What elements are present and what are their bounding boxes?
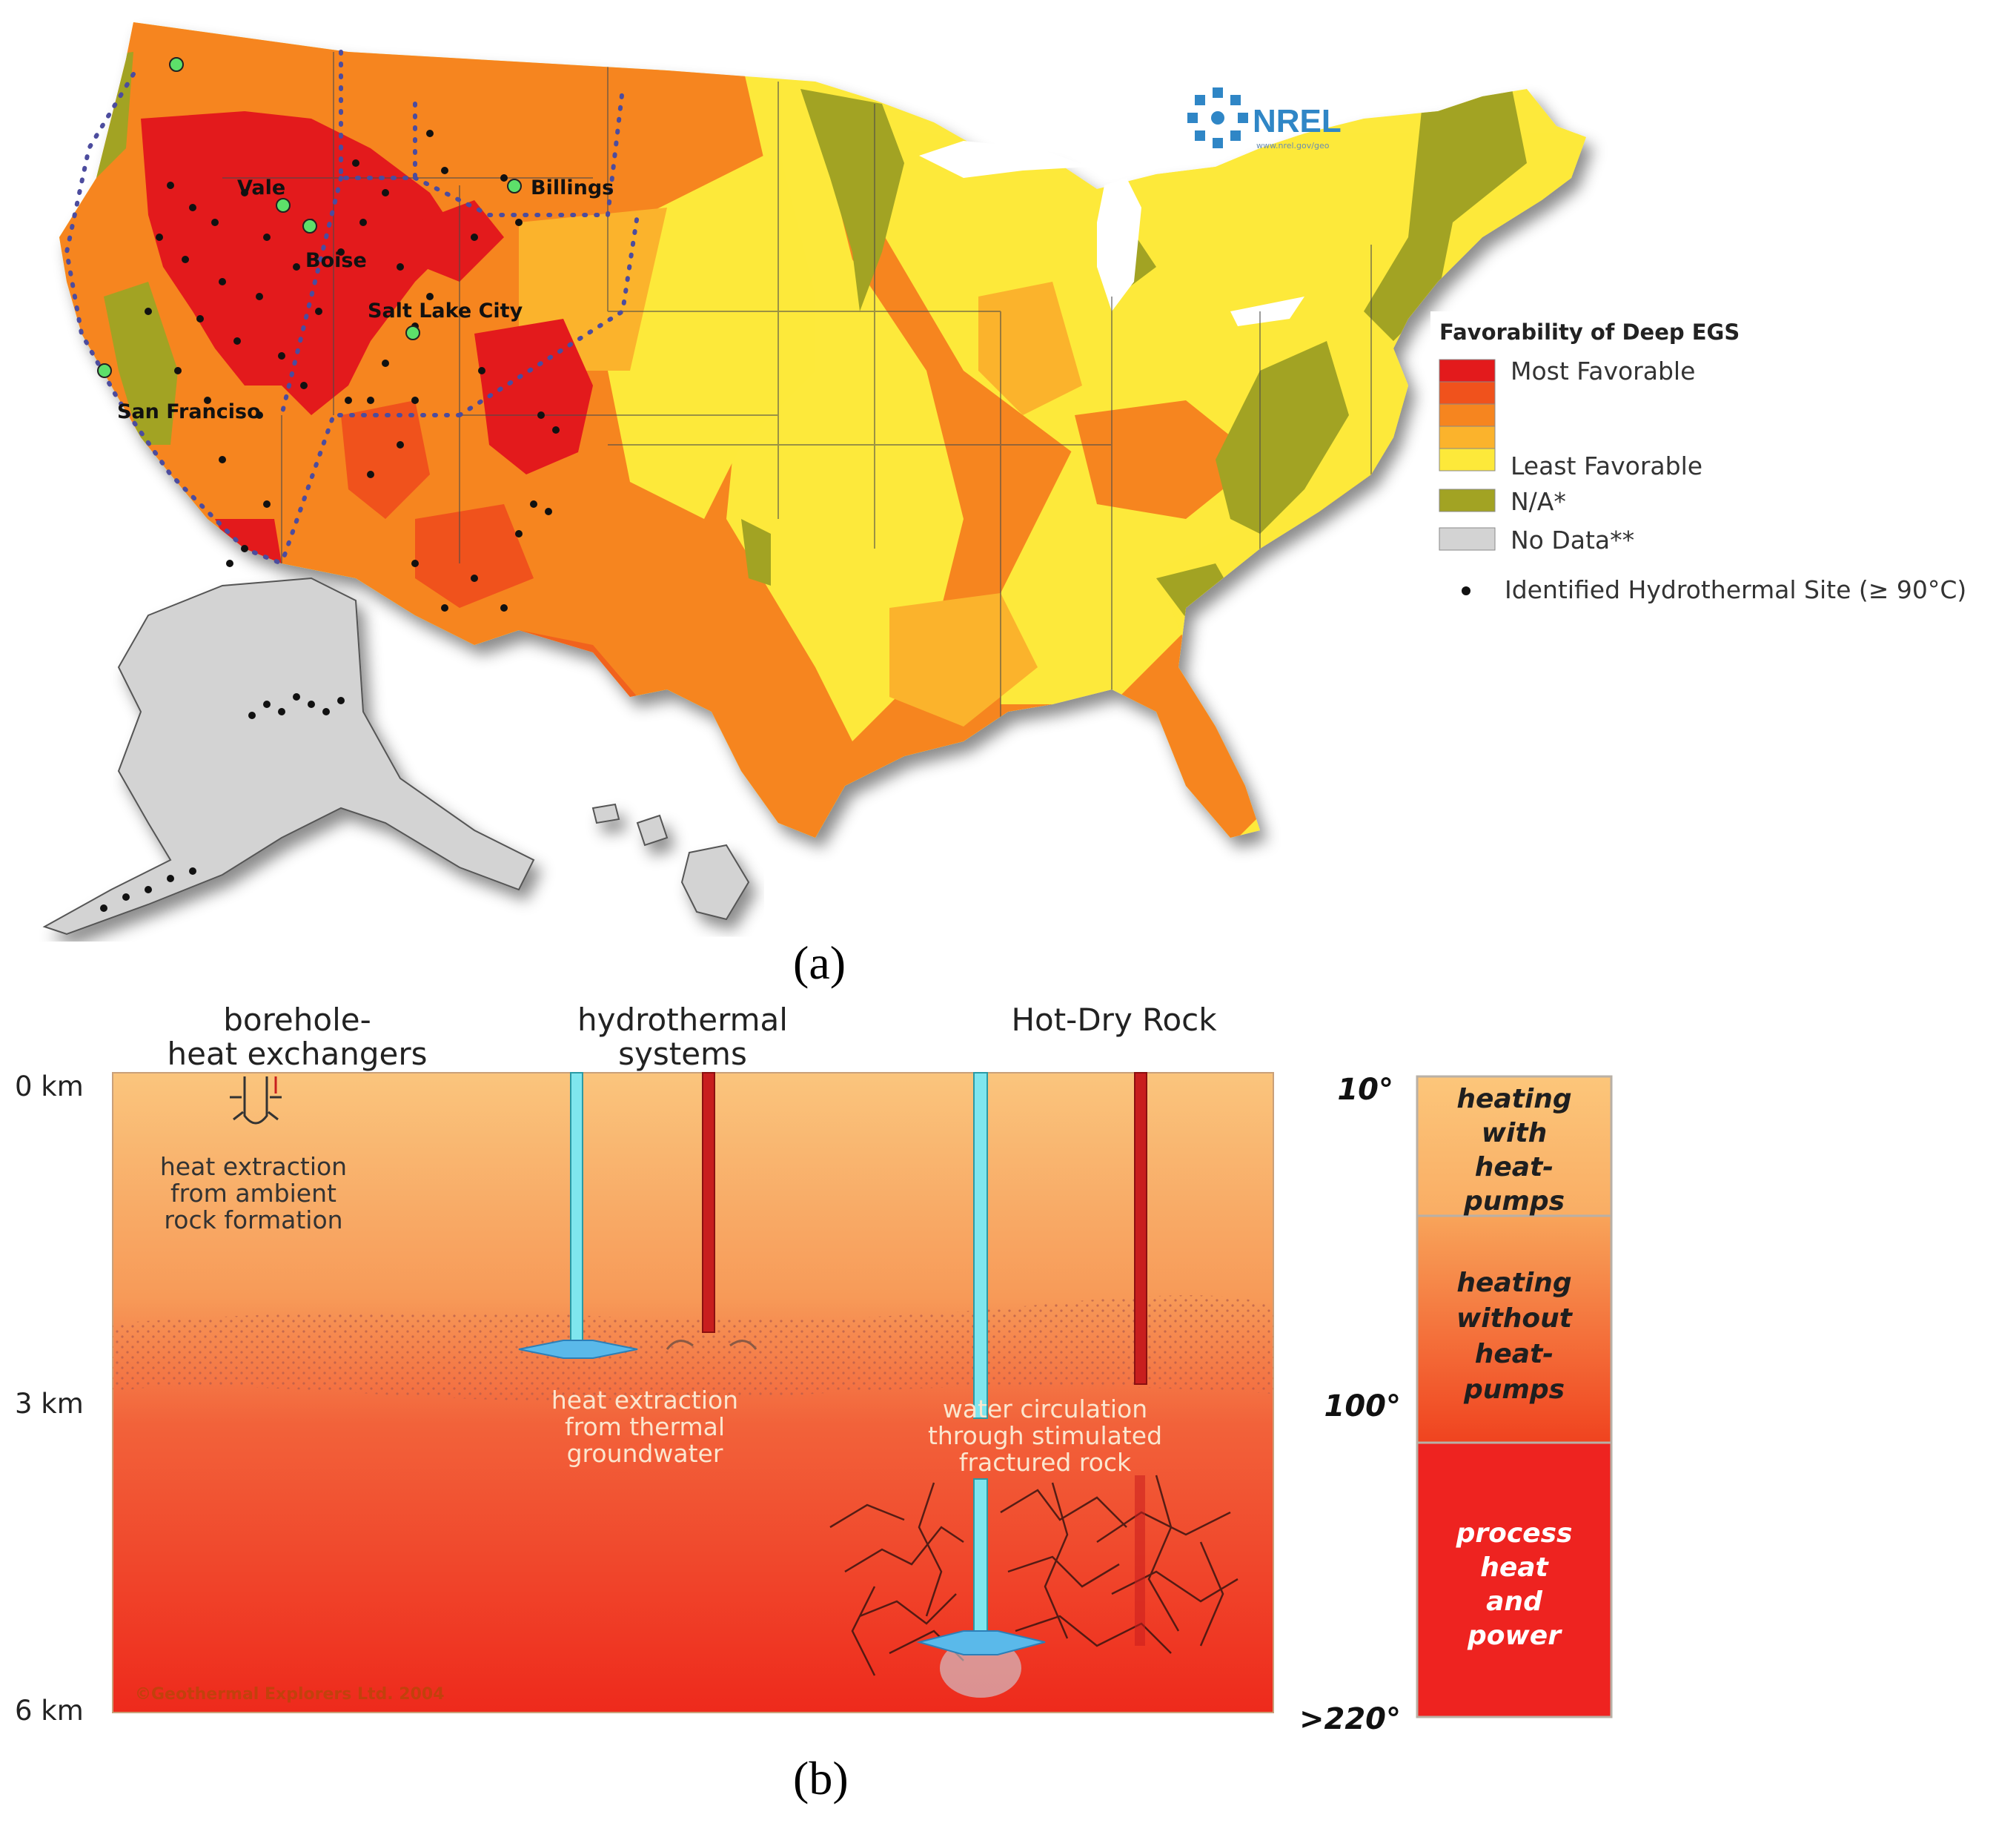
hawaii — [591, 803, 750, 921]
legend-least-favorable: Least Favorable — [1511, 451, 1702, 480]
city-label-billings: Billings — [531, 176, 614, 199]
desc-borehole-line3: rock formation — [164, 1205, 342, 1234]
temp-10: 10° — [1337, 1073, 1393, 1107]
alaska-hydrothermal-sites — [100, 693, 345, 912]
city-label-vale: Vale — [237, 176, 285, 199]
lake-superior — [919, 141, 1090, 178]
borehole-exchanger-icon — [230, 1076, 282, 1125]
city-dot-billings — [507, 179, 522, 193]
city-markers: Vale Boise Billings Salt Lake City San F… — [97, 57, 614, 423]
desc-hydrothermal-line1: heat extraction — [551, 1386, 738, 1415]
egs-favorability-map: Vale Boise Billings Salt Lake City San F… — [42, 22, 1966, 936]
hydrothermal-flow-arrows — [518, 1340, 757, 1359]
city-dot-boise — [302, 219, 317, 234]
title-hotdry-rock: Hot-Dry Rock — [1011, 1002, 1217, 1038]
use-mid-line3: heat- — [1475, 1339, 1554, 1369]
legend-na-swatch — [1439, 489, 1496, 512]
city-dot-sf — [97, 363, 112, 378]
city-dot-seattle — [169, 57, 184, 72]
use-mid-line1: heating — [1456, 1268, 1571, 1298]
use-bottom-line2: heat — [1480, 1552, 1549, 1583]
nrel-logo-subtext: www.nrel.gov/geo — [1256, 141, 1330, 150]
hdr-injection-well-upper — [973, 1072, 988, 1419]
use-top-line4: pumps — [1463, 1186, 1565, 1217]
nrel-sunburst-icon — [1187, 87, 1248, 148]
desc-hotdry-line3: fractured rock — [959, 1448, 1132, 1477]
desc-hydrothermal-line3: groundwater — [567, 1439, 723, 1468]
desc-borehole-line2: from ambient — [170, 1179, 336, 1208]
legend-nodata-swatch — [1439, 527, 1496, 551]
panel-a-label: (a) — [793, 936, 846, 989]
depth-3km: 3 km — [15, 1388, 84, 1420]
legend-na: N/A* — [1511, 487, 1566, 516]
lake-michigan — [1097, 178, 1141, 311]
hdr-injection-well-lower — [973, 1478, 988, 1635]
use-box-middle — [1416, 1214, 1613, 1444]
western-boundary-dotted — [64, 50, 640, 566]
nrel-logo-text: NREL — [1253, 103, 1342, 139]
city-dot-slc — [405, 325, 420, 340]
temp-220: >220° — [1299, 1702, 1401, 1736]
legend-ramp-4 — [1439, 426, 1496, 449]
use-bottom-line4: power — [1467, 1621, 1562, 1651]
use-top-line1: heating — [1456, 1084, 1571, 1114]
legend-nodata: No Data** — [1511, 526, 1634, 555]
hdr-production-well-lower — [1135, 1475, 1145, 1646]
use-bottom-line3: and — [1486, 1587, 1543, 1617]
hydrothermal-production-well — [702, 1072, 715, 1333]
panel-b-label: (b) — [793, 1752, 849, 1804]
hdr-production-well — [1134, 1072, 1147, 1385]
legend-ramp-2 — [1439, 381, 1496, 405]
alaska — [42, 577, 535, 936]
desc-hotdry-line2: through stimulated — [928, 1421, 1162, 1450]
hdr-flow-arrows — [916, 1630, 1046, 1698]
title-hydrothermal-line1: hydrothermal — [577, 1002, 788, 1038]
hydrothermal-injection-well — [570, 1072, 583, 1343]
legend-most-favorable: Most Favorable — [1511, 357, 1695, 386]
use-top-line3: heat- — [1475, 1152, 1554, 1182]
use-bottom-line1: process — [1456, 1518, 1573, 1549]
desc-borehole-line1: heat extraction — [160, 1152, 347, 1181]
legend-hydrothermal-site: Identified Hydrothermal Site (≥ 90°C) — [1505, 575, 1966, 604]
lake-erie — [1230, 297, 1304, 326]
use-box-bottom — [1416, 1441, 1613, 1718]
copyright-text: ©Geothermal Explorers Ltd. 2004 — [135, 1685, 445, 1704]
title-borehole-line2: heat exchangers — [168, 1036, 428, 1072]
map-legend: Favorability of Deep EGS Most Favorable … — [1430, 311, 1966, 608]
legend-ramp-1 — [1439, 359, 1496, 383]
legend-title: Favorability of Deep EGS — [1439, 320, 1740, 345]
fracture-network — [829, 1475, 1239, 1676]
depth-6km: 6 km — [15, 1695, 84, 1727]
city-dot-vale — [276, 198, 291, 213]
legend-site-dot — [1462, 586, 1470, 595]
title-hydrothermal-line2: systems — [618, 1036, 747, 1072]
depth-0km: 0 km — [15, 1071, 84, 1102]
legend-ramp-5 — [1439, 448, 1496, 472]
city-label-slc: Salt Lake City — [368, 300, 523, 322]
desc-hotdry-line1: water circulation — [943, 1394, 1147, 1423]
temp-100: 100° — [1324, 1389, 1402, 1423]
nrel-logo: NREL www.nrel.gov/geo — [1187, 87, 1342, 150]
city-label-sf: San Franciso — [117, 400, 261, 423]
legend-ramp-3 — [1439, 403, 1496, 427]
title-borehole-line1: borehole- — [223, 1002, 371, 1038]
use-mid-line2: without — [1456, 1303, 1574, 1334]
use-mid-line4: pumps — [1463, 1374, 1565, 1405]
desc-hydrothermal-line2: from thermal — [565, 1412, 725, 1441]
use-top-line2: with — [1482, 1118, 1547, 1148]
city-label-boise: Boise — [305, 249, 367, 272]
geothermal-systems-diagram: borehole- heat exchangers hydrothermal s… — [15, 1002, 1613, 1736]
